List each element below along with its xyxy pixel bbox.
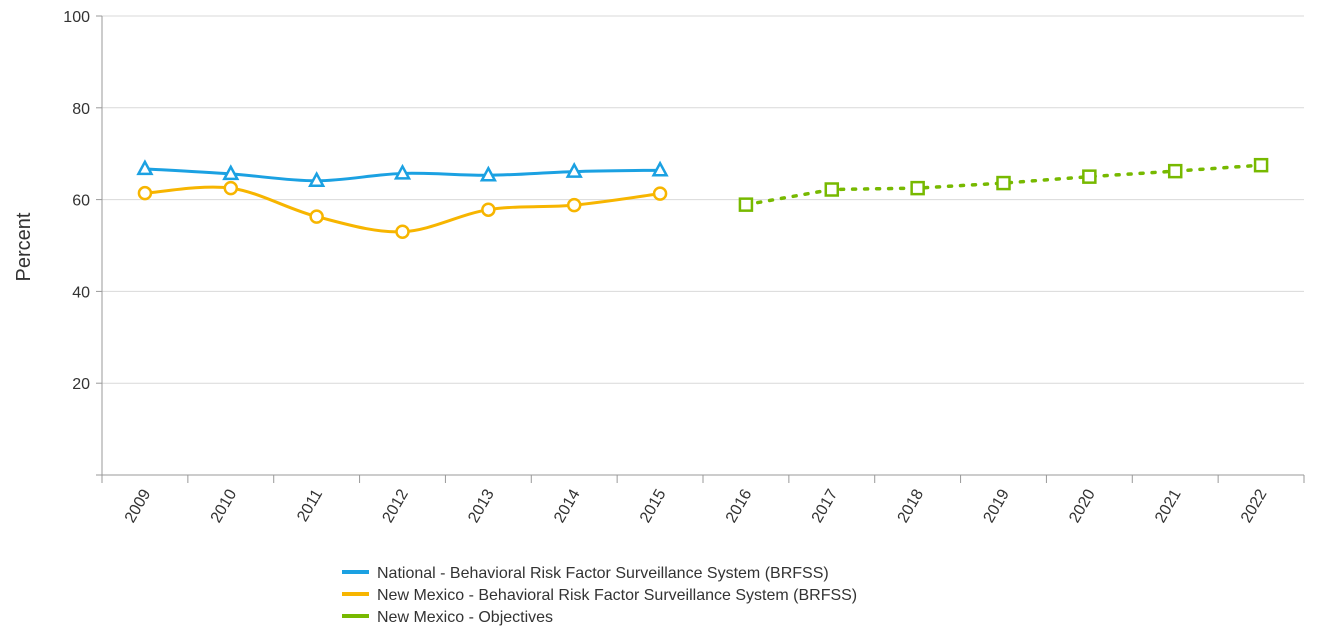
x-tick-label: 2016 [723, 486, 756, 525]
data-point-circle [481, 202, 496, 217]
data-point-square [1167, 163, 1183, 179]
data-point-circle [137, 185, 153, 201]
gridlines [102, 15, 1304, 384]
x-tick-label: 2022 [1238, 486, 1271, 525]
x-tick-label: 2018 [895, 486, 928, 525]
data-point-circle [395, 224, 410, 239]
data-point-triangle [651, 160, 669, 177]
x-tick-label: 2010 [208, 486, 241, 525]
data-point-square [996, 175, 1011, 191]
data-point-square [738, 197, 754, 212]
legend-label: National - Behavioral Risk Factor Survei… [377, 565, 829, 582]
data-point-triangle [393, 163, 412, 180]
x-tick-label: 2021 [1152, 486, 1185, 525]
data-point-circle [566, 197, 582, 213]
x-tick-label: 2011 [294, 486, 326, 524]
x-tick-label: 2009 [122, 486, 155, 525]
data-point-square [1082, 169, 1097, 184]
legend: National - Behavioral Risk Factor Survei… [342, 565, 857, 626]
series-1 [136, 159, 669, 188]
x-tick-label: 2012 [379, 486, 412, 525]
data-point-square [824, 182, 840, 197]
y-tick-label: 80 [72, 101, 90, 118]
y-tick-label: 100 [63, 9, 90, 26]
data-point-circle [652, 186, 668, 201]
data-point-triangle [479, 165, 497, 182]
series-2 [137, 180, 668, 239]
axes: 20 40 60 80 100 2009 2010 2011 2012 2013 2014 2015 2… [63, 9, 1305, 526]
y-tick-label: 40 [72, 284, 90, 301]
data-point-square [1253, 157, 1269, 173]
x-tick-label: 2019 [980, 486, 1013, 525]
x-tick-label: 2014 [551, 486, 584, 525]
y-axis-title: Percent [13, 212, 35, 281]
x-tick-label: 2013 [465, 486, 498, 525]
data-point-circle [223, 180, 239, 196]
data-point-triangle [308, 171, 326, 188]
legend-label: New Mexico - Objectives [377, 609, 553, 626]
data-point-triangle [136, 159, 154, 176]
data-point-circle [309, 209, 324, 224]
x-tick-label: 2015 [637, 486, 670, 525]
x-tick-label: 2017 [809, 486, 842, 525]
y-tick-label: 20 [72, 376, 90, 393]
x-tick-label: 2020 [1066, 486, 1099, 525]
y-tick-label: 60 [72, 193, 90, 210]
data-point-square [910, 180, 925, 196]
legend-label: New Mexico - Behavioral Risk Factor Surv… [377, 587, 857, 604]
series-lines [136, 157, 1269, 239]
series-3 [738, 157, 1269, 212]
data-point-triangle [565, 161, 583, 178]
data-point-triangle [222, 164, 240, 181]
